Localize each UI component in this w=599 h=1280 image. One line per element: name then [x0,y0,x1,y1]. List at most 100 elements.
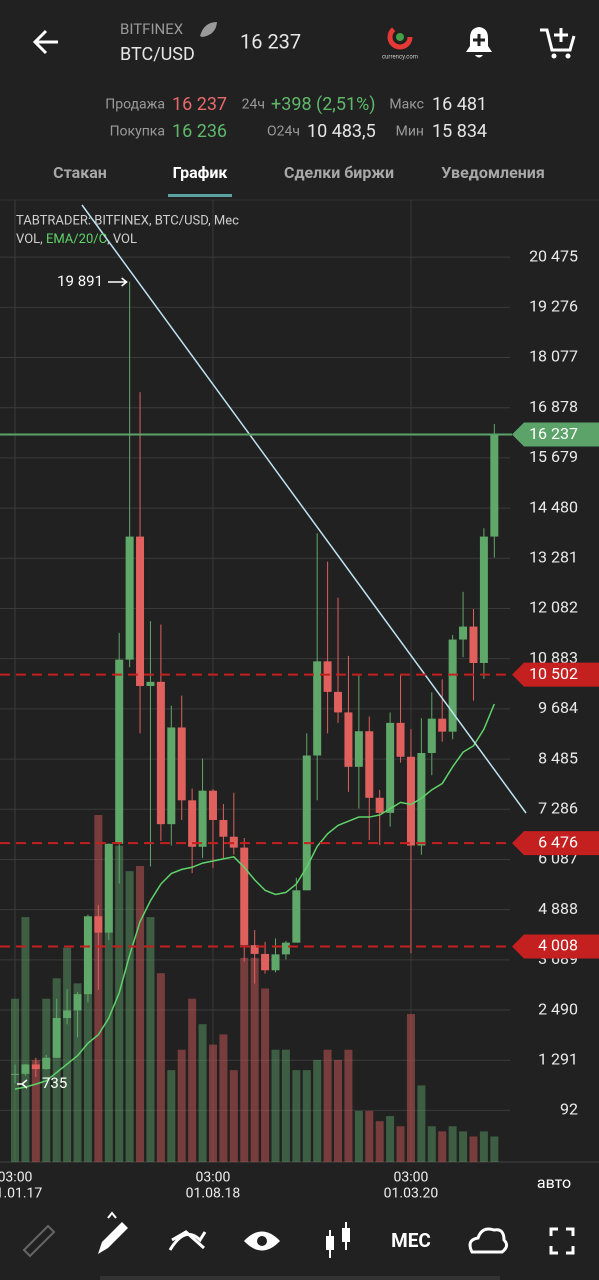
y-tick-label: 18 077 [529,347,578,366]
volume-bar [406,1014,415,1162]
chart-legend: TABTRADER: BITFINEX, BTC/USD, Мес [16,213,239,228]
tab[interactable]: Уведомления [441,163,545,182]
candle-body [198,790,207,847]
ema-line [14,703,496,1090]
volume-bar [490,1136,499,1162]
volume-bar [459,1131,468,1162]
y-tick-label: 92 [560,1100,578,1119]
y-tick-label: 8 485 [538,748,578,767]
volume-bar [229,1070,238,1162]
candle-body [427,718,436,754]
candle-body [104,843,113,933]
y-tick-label: 20 475 [529,246,578,265]
max-arrow [108,277,128,287]
cloud-button[interactable] [468,1227,509,1254]
y-tick-label: 1 291 [538,1049,578,1068]
y-tick-label: 15 679 [529,447,578,466]
candle-body [229,836,238,848]
candle-body [417,753,426,846]
candle-body [386,722,395,813]
tab[interactable]: Стакан [53,163,107,182]
y-tick-label: 19 276 [529,297,578,316]
level-tag [512,662,599,687]
logo-text: currency.com [382,54,418,61]
stat-value: 10 483,5 [307,121,376,142]
stat-label: O24ч [267,124,300,140]
volume-bar [63,947,72,1162]
candle-body [63,1010,72,1018]
candle-body [167,727,176,825]
volume-bar [167,1070,176,1162]
stat-label: Продажа [105,97,165,113]
period-button[interactable]: МЕС [391,1229,431,1252]
toolbar [0,1205,599,1280]
candle-body [136,536,145,687]
candle-body [448,639,457,732]
tab[interactable]: Сделки биржи [284,163,394,182]
y-tick-label: 16 878 [529,397,578,416]
candle-body [292,890,301,943]
candle-icon [326,1236,334,1250]
candle-body [42,1057,51,1070]
volume-bar [219,1034,228,1162]
exchange-icon [200,22,217,37]
volume-bar [271,1049,280,1162]
logo[interactable] [387,24,413,50]
volume-bar [469,1136,478,1162]
candle-body [240,847,249,946]
volume-bar [21,917,30,1162]
max-annotation: 19 891 [57,272,103,290]
volume-bar [396,1126,405,1162]
volume-bar [73,983,82,1162]
cart-button[interactable] [540,28,576,52]
candle-body [250,945,259,954]
stat-value: 16 236 [172,121,227,142]
logo-dot [396,33,404,41]
stat-label: 24ч [242,97,265,113]
candle-body [156,681,165,825]
volume-bar [354,1110,363,1162]
stat-value: 16 481 [432,94,487,115]
y-tick-label: 13 281 [529,548,578,567]
y-tick-label: 4 888 [538,899,578,918]
indicator: VOL, [16,232,46,247]
volume-bar [240,957,249,1162]
candle-body [438,718,447,732]
back-button[interactable] [32,29,58,55]
candle-body [31,1064,40,1070]
pair: BTC/USD [120,44,195,65]
volume-bar [479,1131,488,1162]
pen-button[interactable] [98,1222,128,1254]
volume-bar [365,1110,374,1162]
exchange: BITFINEX [120,20,184,38]
candle-body [365,731,374,798]
candle-icon [342,1228,350,1242]
stat-label: Мин [396,124,424,140]
level-tag [512,422,599,447]
y-tick-label: 7 286 [538,798,578,817]
min-annotation: 735 [42,1074,67,1092]
stat-label: Покупка [110,124,165,140]
volume-bar [136,866,145,1162]
candle-body [146,681,155,687]
fullscreen-button[interactable] [549,1227,575,1255]
stat-value: 15 834 [432,121,487,142]
ruler-button[interactable] [22,1224,56,1258]
volume-bar [292,1070,301,1162]
volume-bar [438,1131,447,1162]
cart-plus [554,28,568,42]
candle-body [406,756,415,846]
volume-bar [188,998,197,1162]
candle-body [344,712,353,767]
volume-bar [104,855,113,1162]
tab-active[interactable]: График [173,163,229,182]
candle-body [490,434,499,537]
indicators-button[interactable] [168,1230,207,1251]
volume-bar [281,1049,290,1162]
x-tick-label: 01.08.18 [186,1186,241,1202]
chart: 20 475 19 276 18 077 16 878 15 679 14 480 13 2… [0,200,599,1202]
bell-plus [473,34,485,46]
volume-bar [83,957,92,1162]
level-label: 10 502 [529,664,578,683]
